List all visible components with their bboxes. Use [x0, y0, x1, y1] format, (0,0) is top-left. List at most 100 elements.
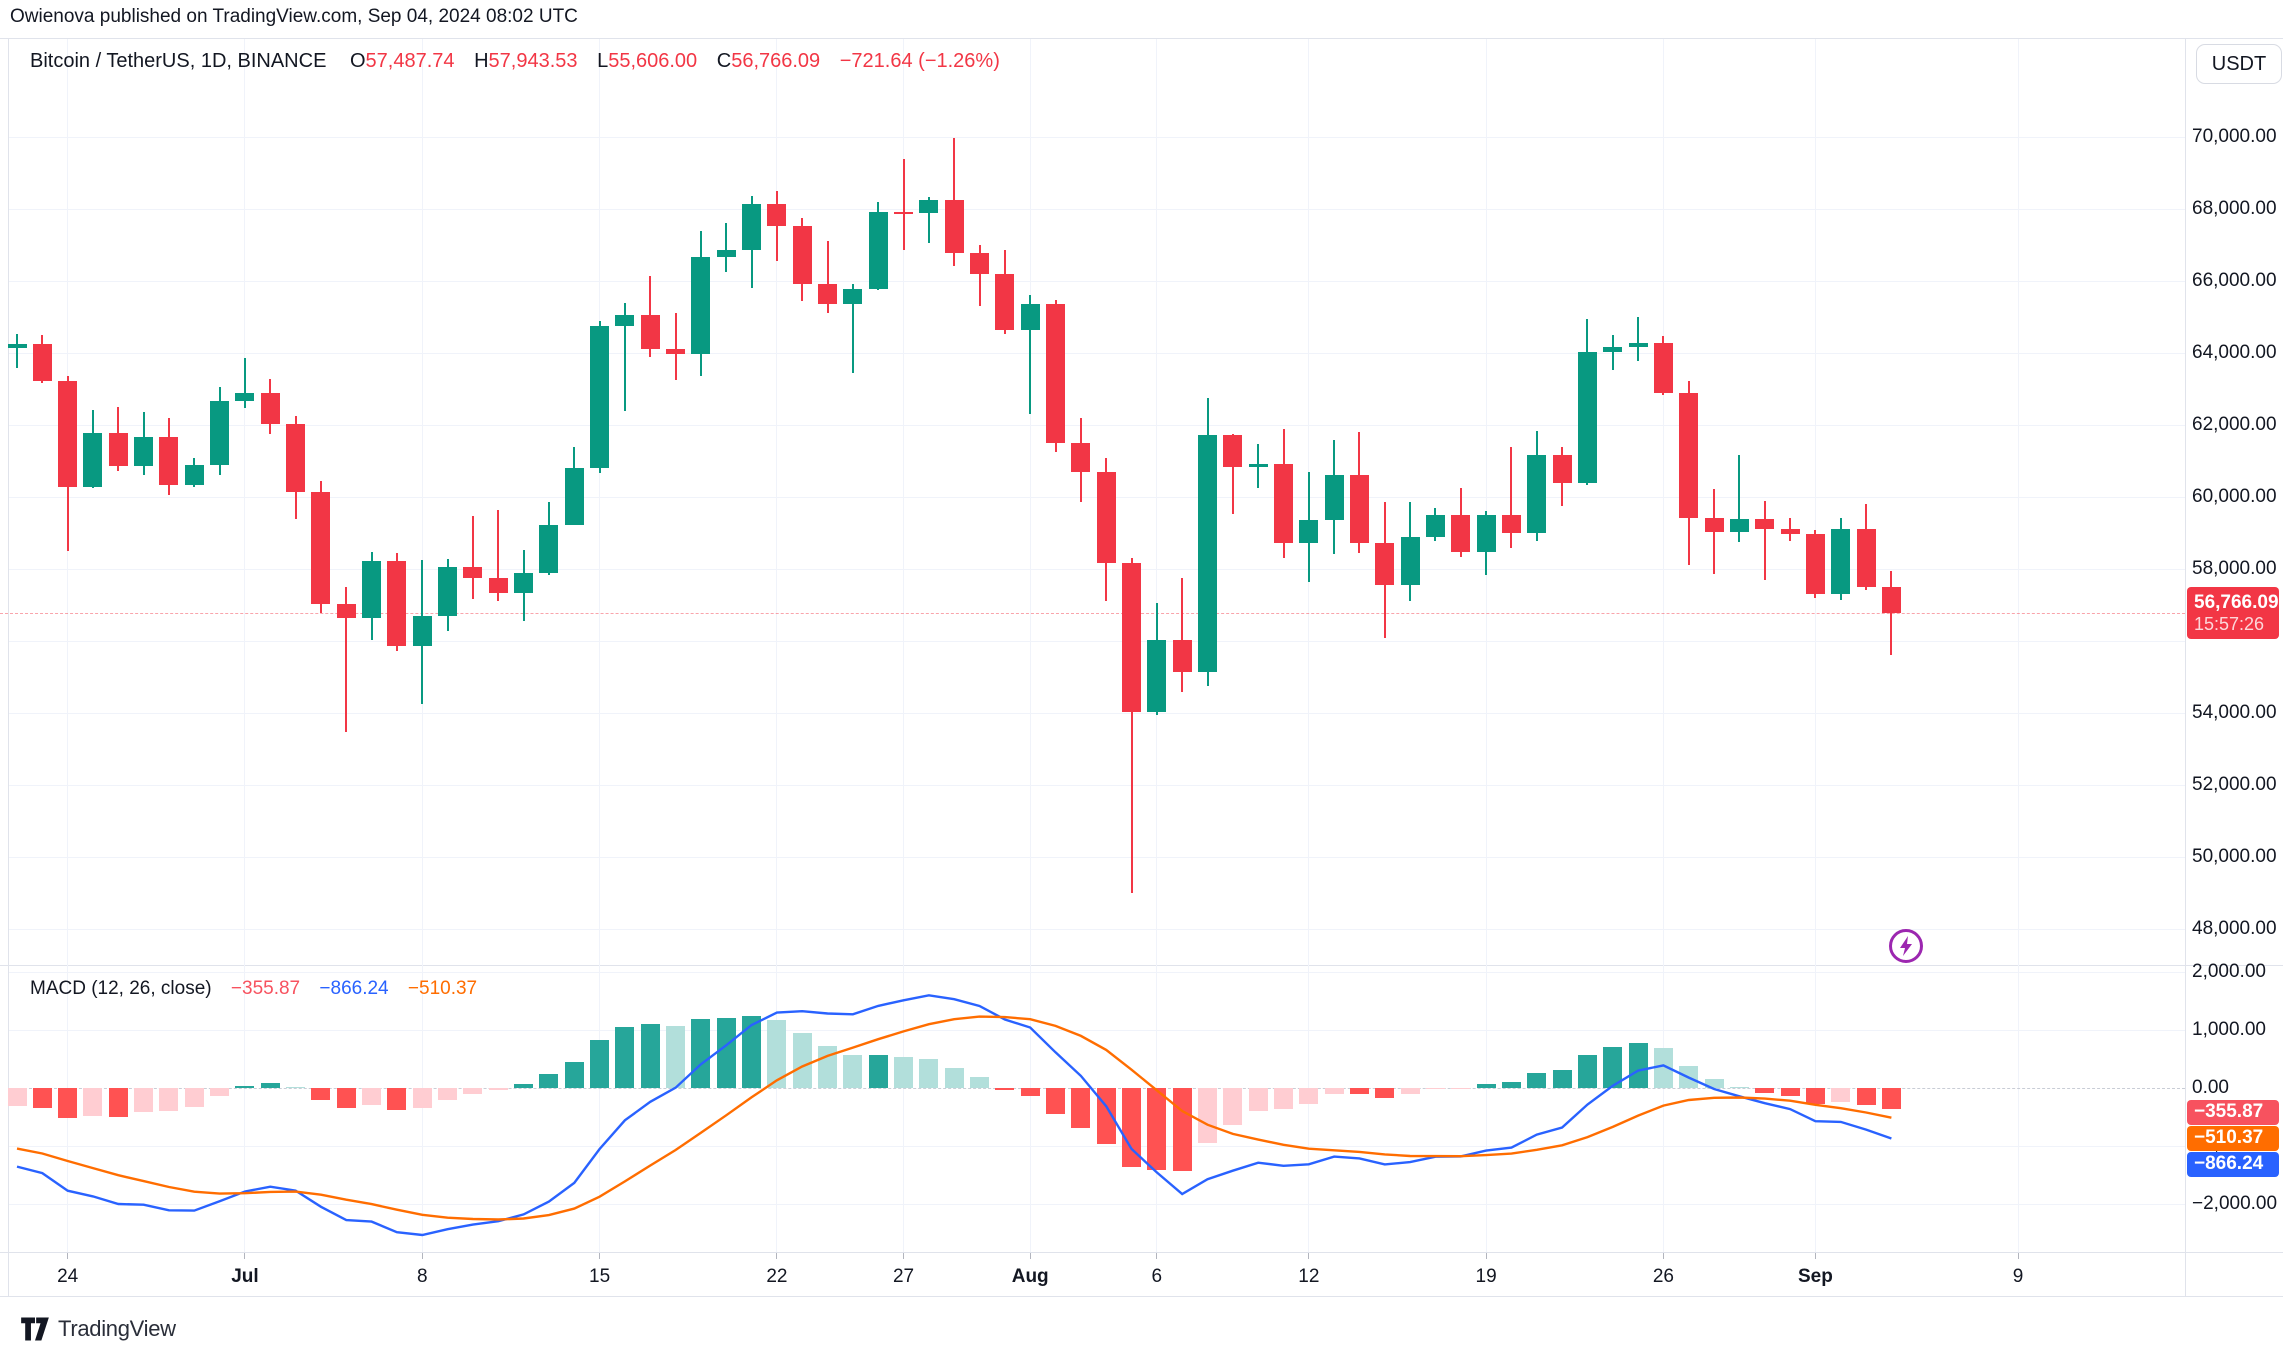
macd-histogram-bar — [843, 1054, 863, 1088]
change-value: −721.64 (−1.26%) — [839, 50, 1000, 72]
price-tick-label: 48,000.00 — [2192, 918, 2277, 939]
macd-histogram-bar — [818, 1045, 838, 1088]
tradingview-logo[interactable]: TradingView — [20, 1316, 176, 1342]
macd-hist-badge: −355.87 — [2187, 1099, 2279, 1125]
macd-histogram-bar — [742, 1015, 762, 1088]
candle-body — [539, 524, 559, 573]
price-axis-border — [2185, 38, 2186, 1296]
candle-body — [944, 199, 964, 253]
macd-histogram-bar — [387, 1088, 407, 1111]
price-tick-label: 60,000.00 — [2192, 486, 2277, 507]
macd-signal-badge: −510.37 — [2187, 1125, 2279, 1151]
macd-histogram-bar — [590, 1040, 610, 1088]
currency-toggle-button[interactable]: USDT — [2196, 44, 2282, 84]
candle-body — [1881, 587, 1901, 614]
macd-histogram-bar — [1147, 1088, 1167, 1171]
time-tick-label: 22 — [766, 1266, 788, 1287]
gridline — [9, 641, 2185, 642]
symbol-legend[interactable]: Bitcoin / TetherUS, 1D, BINANCE O57,487.… — [30, 50, 1014, 73]
candle-body — [1274, 463, 1293, 544]
candle-wick — [674, 313, 677, 380]
macd-histogram-bar — [438, 1088, 458, 1100]
macd-histogram-bar — [1831, 1088, 1851, 1102]
gridline — [2018, 39, 2019, 1252]
gridline — [1663, 39, 1664, 1252]
candle-body — [1679, 393, 1699, 519]
flash-icon[interactable] — [1887, 927, 1925, 965]
candle-body — [1831, 528, 1851, 595]
gridline — [9, 353, 2185, 354]
macd-histogram-bar — [1122, 1088, 1142, 1168]
macd-histogram-bar — [1248, 1088, 1268, 1112]
macd-histogram-bar — [1653, 1047, 1673, 1088]
macd-indicator-title[interactable]: MACD (12, 26, close) −355.87 −866.24 −51… — [30, 978, 491, 1000]
candle-wick — [1611, 335, 1614, 370]
candle-body — [1755, 519, 1775, 529]
candle-body — [691, 257, 711, 354]
time-tick-mark — [599, 1253, 600, 1259]
time-tick-label: 24 — [57, 1266, 79, 1287]
macd-tick-label: 1,000.00 — [2192, 1019, 2266, 1040]
macd-histogram-bar — [184, 1088, 204, 1107]
time-tick-label: Sep — [1797, 1266, 1833, 1287]
symbol-title[interactable]: Bitcoin / TetherUS, 1D, BINANCE — [30, 50, 327, 72]
candle-body — [235, 392, 255, 401]
time-tick-label: 19 — [1475, 1266, 1497, 1287]
gridline — [9, 425, 2185, 426]
chart-top-border — [0, 38, 2283, 39]
candle-body — [1603, 346, 1623, 352]
candle-body — [970, 252, 990, 275]
macd-histogram-bar — [767, 1020, 787, 1088]
candle-body — [1577, 351, 1597, 484]
price-tick-label: 62,000.00 — [2192, 414, 2277, 435]
macd-histogram-bar — [83, 1088, 103, 1117]
gridline — [9, 137, 2185, 138]
gridline — [0, 613, 2185, 614]
macd-histogram-bar — [58, 1088, 78, 1118]
macd-histogram-bar — [564, 1062, 584, 1088]
candle-body — [564, 468, 584, 525]
low-label: L — [597, 50, 609, 72]
candle-wick — [775, 191, 778, 261]
candle-body — [1122, 563, 1142, 713]
macd-histogram-bar — [1172, 1088, 1192, 1171]
macd-histogram-bar — [412, 1088, 432, 1109]
candle-body — [159, 436, 179, 486]
macd-histogram-bar — [134, 1088, 154, 1112]
macd-line-badge-value: −866.24 — [2194, 1153, 2264, 1174]
candle-body — [58, 381, 78, 487]
candle-wick — [927, 197, 930, 243]
macd-hist-value: −355.87 — [230, 978, 301, 999]
candle-wick — [851, 284, 854, 373]
gridline — [9, 1030, 2185, 1031]
candle-body — [1299, 520, 1319, 544]
candle-body — [336, 603, 356, 618]
macd-histogram-bar — [1299, 1088, 1319, 1104]
candle-body — [311, 491, 331, 604]
gridline — [9, 209, 2185, 210]
candle-body — [1020, 304, 1040, 331]
macd-histogram-bar — [1400, 1088, 1420, 1095]
gridline — [9, 1204, 2185, 1205]
candle-body — [1046, 304, 1066, 443]
candle-body — [1451, 515, 1471, 553]
attribution-text: Owienova published on TradingView.com, S… — [10, 6, 578, 27]
time-tick-label: 26 — [1652, 1266, 1675, 1287]
macd-title-text: MACD (12, 26, close) — [30, 978, 212, 999]
macd-histogram-bar — [640, 1024, 660, 1088]
candle-body — [1375, 543, 1395, 586]
gridline — [903, 39, 904, 1252]
tradingview-logo-icon — [21, 1317, 49, 1341]
time-tick-label: Aug — [1011, 1266, 1049, 1287]
macd-histogram-bar — [1071, 1088, 1091, 1129]
macd-histogram-bar — [311, 1088, 331, 1101]
price-tick-label: 54,000.00 — [2192, 702, 2277, 723]
time-tick-label: 15 — [589, 1266, 611, 1287]
candle-wick — [1637, 317, 1640, 361]
gridline — [1486, 39, 1487, 1252]
bar-countdown: 15:57:26 — [2194, 613, 2265, 634]
candle-wick — [1763, 500, 1766, 580]
candle-body — [792, 225, 812, 284]
candle-body — [260, 392, 280, 424]
close-value: 56,766.09 — [731, 50, 821, 72]
